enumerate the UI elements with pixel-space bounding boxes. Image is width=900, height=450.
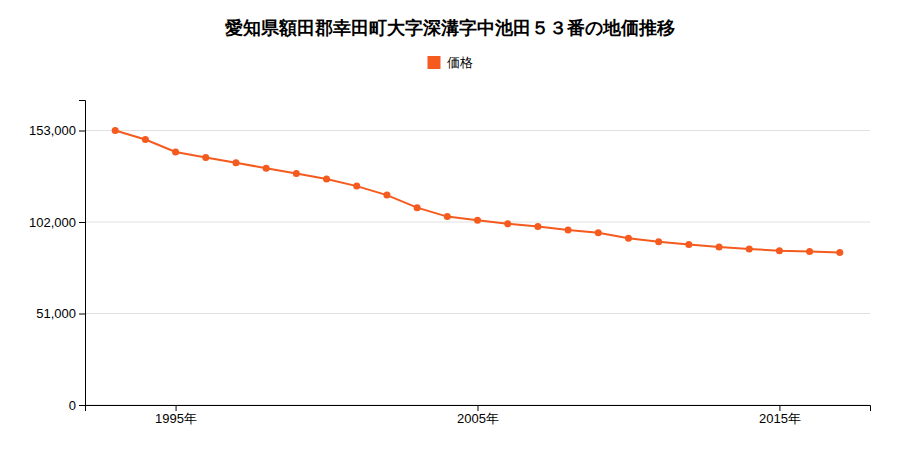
point (625, 235, 632, 242)
x-axis: 1995年 2005年 2015年 (86, 405, 871, 426)
y-tick-label: 102,000 (29, 215, 76, 230)
plot-area: 1995年 2005年 2015年 0 51,000 102,000 153,000 (29, 101, 871, 427)
point (685, 241, 692, 248)
title: 愛知県額田郡幸田町大字深溝字中池田５３番の地価推移 (225, 17, 675, 38)
point (323, 175, 330, 182)
y-tick-label: 51,000 (36, 306, 76, 321)
y-axis: 0 51,000 102,000 153,000 (29, 101, 86, 413)
legend-item: 価格 (428, 55, 473, 70)
chart: 愛知県額田郡幸田町大字深溝字中池田５３番の地価推移 1995年 2005年 2015年… (0, 0, 900, 450)
point (232, 159, 239, 166)
y-tick-label: 153,000 (29, 123, 76, 138)
point (776, 247, 783, 254)
x-tick: 2015年 (759, 405, 801, 426)
y-tick-mark (79, 314, 85, 315)
grid-line (85, 313, 870, 314)
x-tick-label: 1995年 (155, 411, 197, 426)
point (293, 170, 300, 177)
x-tick: 1995年 (155, 405, 197, 426)
point (504, 220, 511, 227)
point (806, 248, 813, 255)
legend-swatch (428, 56, 441, 69)
point (112, 127, 119, 134)
point (383, 192, 390, 199)
x-tick-mark (176, 405, 177, 411)
line (115, 131, 840, 253)
y-tick-label: 0 (69, 398, 76, 413)
x-tick-label: 2015年 (759, 411, 801, 426)
legend: 価格 (428, 55, 473, 70)
x-axis-line (86, 406, 871, 412)
y-tick: 0 (69, 398, 85, 413)
legend-label: 価格 (447, 55, 473, 70)
point (353, 183, 360, 190)
point (202, 154, 209, 161)
point (836, 249, 843, 256)
x-tick-label: 2005年 (457, 411, 499, 426)
y-tick: 153,000 (29, 123, 85, 138)
x-tick-mark (478, 405, 479, 411)
point (534, 223, 541, 230)
point (142, 136, 149, 143)
marks (112, 127, 844, 256)
point (655, 238, 662, 245)
y-tick-mark (79, 405, 85, 406)
grid-line (85, 130, 870, 131)
y-axis-line (79, 101, 86, 406)
y-tick: 51,000 (36, 306, 85, 321)
point (716, 244, 723, 251)
y-tick: 102,000 (29, 215, 85, 230)
point (414, 204, 421, 211)
point (595, 229, 602, 236)
point (263, 165, 270, 172)
grid (85, 131, 870, 406)
point (565, 227, 572, 234)
point (746, 245, 753, 252)
x-tick: 2005年 (457, 405, 499, 426)
point (474, 217, 481, 224)
point (172, 149, 179, 156)
x-tick-mark (779, 405, 780, 411)
point (444, 213, 451, 220)
y-tick-mark (79, 131, 85, 132)
y-tick-mark (79, 222, 85, 223)
